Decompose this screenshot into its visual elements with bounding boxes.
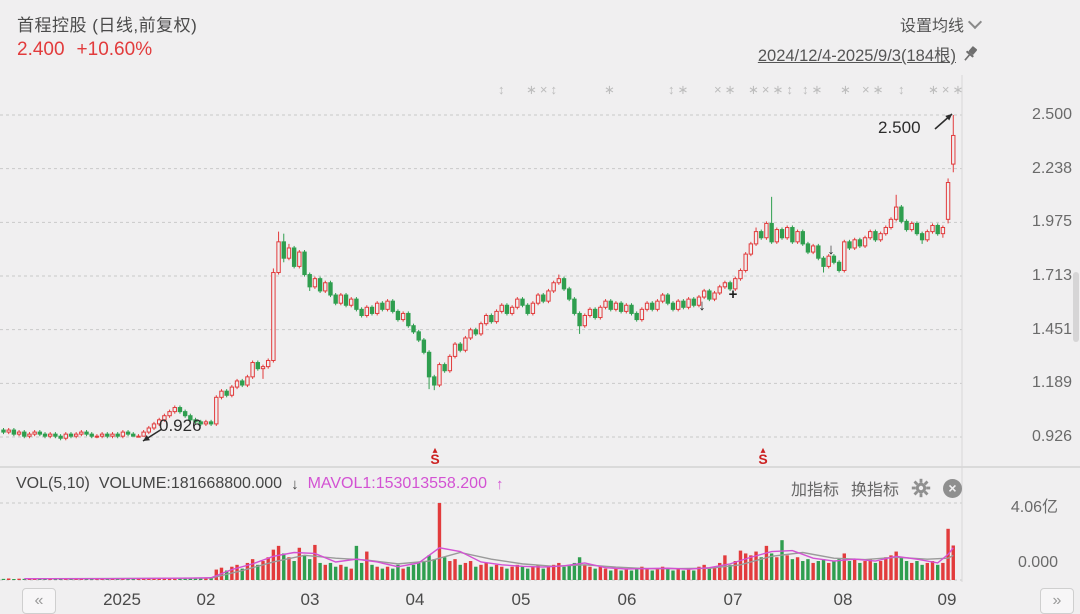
scroll-left-button[interactable]: «	[22, 588, 56, 614]
x-axis-month-label: 02	[196, 590, 216, 609]
ex-dividend-icon[interactable]: ▴ S	[758, 445, 768, 467]
ma-settings-dropdown[interactable]: 设置均线	[899, 12, 983, 36]
date-range-link[interactable]: 2024/12/4-2025/9/3(184根)	[757, 47, 956, 65]
chart-event-marker: ↓	[698, 297, 706, 314]
chart-event-marker: ↓	[827, 241, 835, 258]
volume-header: VOL(5,10) VOLUME:181668800.000 ↓ MAVOL1:…	[16, 475, 503, 493]
faded-marker-icon-group: ∗×∗	[928, 82, 967, 97]
add-indicator-button[interactable]: 加指标	[790, 482, 839, 499]
ex-dividend-icon[interactable]: ▴ S	[430, 445, 440, 467]
price-axis-label: 2.238	[1031, 159, 1072, 177]
chart-event-marker: +	[728, 286, 738, 303]
chevron-down-icon	[967, 14, 983, 30]
volume-axis-label: 0.000	[1017, 554, 1058, 571]
close-indicator-icon[interactable]: ×	[943, 478, 962, 498]
price-axis-label: 0.926	[1031, 428, 1072, 445]
x-axis-month-label: 03	[300, 590, 320, 609]
faded-marker-icon-group: ×∗	[714, 82, 739, 97]
vertical-scrollbar-thumb[interactable]	[1073, 272, 1079, 342]
high-annotation: 2.500	[878, 118, 921, 137]
ma-settings-label: 设置均线	[899, 18, 964, 35]
mavol1-value: MAVOL1:153013558.200	[307, 475, 487, 492]
x-axis-month-label: 08	[833, 590, 853, 609]
faded-marker-icon-group: ↕	[498, 82, 508, 97]
price-row: 2.400 +10.60%	[17, 39, 152, 61]
faded-marker-icon-group: ∗	[840, 82, 854, 97]
price-axis-label: 1.451	[1031, 320, 1072, 338]
x-axis-month-label: 2025	[103, 590, 141, 609]
price-axis-label: 2.500	[1031, 106, 1072, 123]
instrument-title: 首程控股 (日线,前复权)	[17, 16, 198, 35]
switch-indicator-button[interactable]: 换指标	[850, 482, 899, 499]
faded-marker-icon-group: ×∗	[862, 82, 887, 97]
vol-params-label[interactable]: VOL(5,10)	[16, 475, 90, 492]
mavol1-up-arrow-icon: ↑	[495, 475, 504, 493]
faded-marker-icon-group: ∗	[604, 82, 618, 97]
x-axis-month-label: 09	[937, 590, 957, 609]
scroll-right-button[interactable]: »	[1040, 588, 1074, 614]
volume-down-arrow-icon: ↓	[291, 475, 299, 493]
volume-value: VOLUME:181668800.000	[98, 475, 283, 492]
x-axis-month-label: 06	[617, 590, 637, 609]
faded-marker-icon-group: ↕∗	[802, 82, 826, 97]
price-axis-label: 1.975	[1031, 213, 1072, 231]
x-axis-month-label: 04	[405, 590, 425, 609]
last-price: 2.400	[17, 39, 65, 60]
price-change-percent: +10.60%	[76, 39, 153, 60]
pin-icon[interactable]	[960, 44, 980, 64]
low-annotation: 0.926	[159, 416, 202, 435]
faded-marker-icon-group: ∗×↕	[526, 82, 560, 97]
gear-icon[interactable]	[911, 478, 931, 498]
indicator-controls: 加指标 换指标	[791, 476, 962, 500]
faded-marker-icon-group: ↕∗	[668, 82, 692, 97]
x-axis-month-label: 07	[723, 590, 743, 609]
x-axis-month-label: 05	[511, 590, 531, 609]
faded-marker-icon-group: ↕	[898, 82, 908, 97]
price-axis-label: 1.713	[1031, 267, 1072, 284]
faded-marker-icon-group: ∗×∗↕	[748, 82, 796, 97]
price-axis-label: 1.189	[1031, 374, 1072, 392]
volume-axis-label: 4.06亿	[1010, 499, 1058, 516]
